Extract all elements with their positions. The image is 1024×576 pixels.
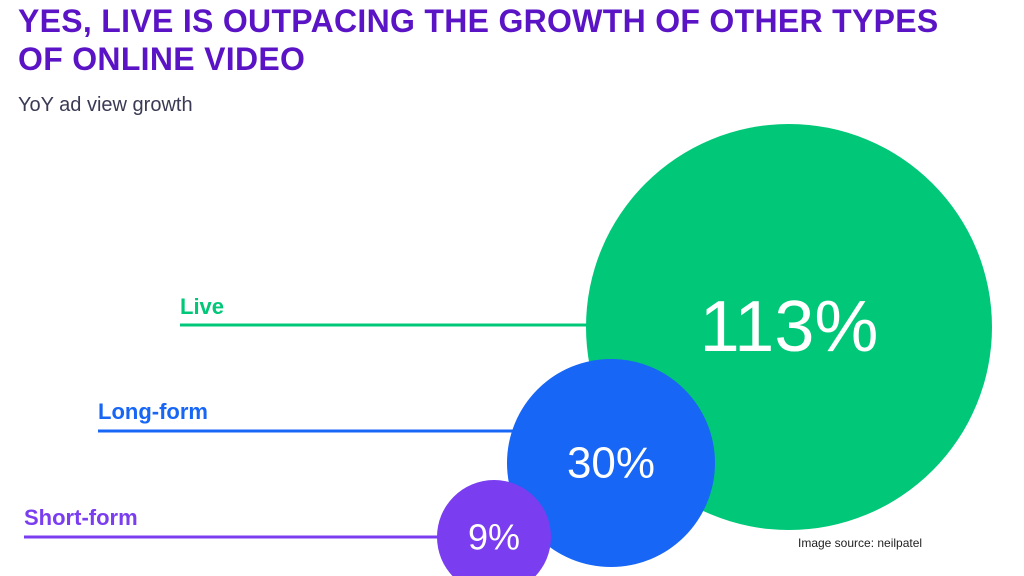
series-label-long-form: Long-form <box>98 399 208 424</box>
series-label-short-form: Short-form <box>24 505 138 530</box>
bubble-short-form <box>437 480 551 576</box>
image-source-credit: Image source: neilpatel <box>798 536 923 550</box>
labels: Live 113% Long-form 30% Short-form 9% <box>24 287 878 558</box>
chart-subtitle: YoY ad view growth <box>18 94 193 116</box>
value-label-short-form: 9% <box>468 517 520 558</box>
value-label-long-form: 30% <box>567 439 655 488</box>
value-label-live: 113% <box>700 287 879 367</box>
series-label-live: Live <box>180 294 224 319</box>
leader-lines <box>24 323 592 539</box>
bubble-long-form <box>507 359 715 567</box>
chart-title: YES, LIVE IS OUTPACING THE GROWTH OF OTH… <box>18 3 939 77</box>
bubbles <box>437 124 992 576</box>
